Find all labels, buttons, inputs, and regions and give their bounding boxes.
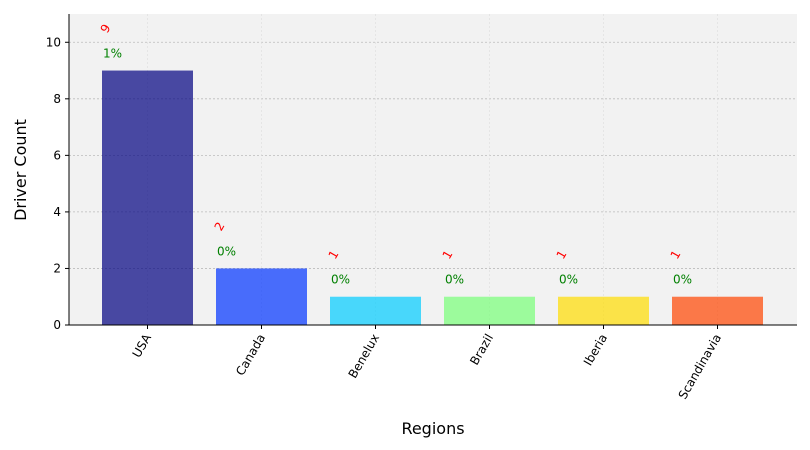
x-tick-label: Benelux [346,332,382,381]
axes [68,14,797,326]
percent-label: 0% [445,273,464,287]
x-axis-title: Regions [401,419,464,438]
y-tick-label: 6 [53,148,61,162]
bars [102,70,763,325]
y-tick-label: 0 [53,318,61,332]
percent-label: 0% [673,273,692,287]
percent-label: 0% [217,244,236,258]
bar-scandinavia [672,296,763,325]
percent-label: 1% [103,47,122,61]
bar-iberia [558,296,649,325]
x-tick-label: Brazil [467,332,496,368]
y-axis-title: Driver Count [11,119,30,221]
x-tick-label: Iberia [581,332,610,369]
percent-label: 0% [331,273,350,287]
bar-usa [102,70,193,325]
bar-canada [216,268,307,325]
y-tick-label: 2 [53,261,61,275]
percent-label: 0% [559,273,578,287]
y-tick-label: 8 [53,92,61,106]
bar-brazil [444,296,535,325]
y-tick-label: 10 [46,35,61,49]
bar-benelux [330,296,421,325]
y-tick-label: 4 [53,205,61,219]
x-tick-label: Scandinavia [676,332,725,402]
x-ticks: USA Canada Benelux Brazil Iberia Scandinavia [130,325,725,402]
x-tick-label: USA [130,331,155,360]
y-ticks: 0 2 4 6 8 10 [46,35,69,332]
x-tick-label: Canada [233,332,268,379]
